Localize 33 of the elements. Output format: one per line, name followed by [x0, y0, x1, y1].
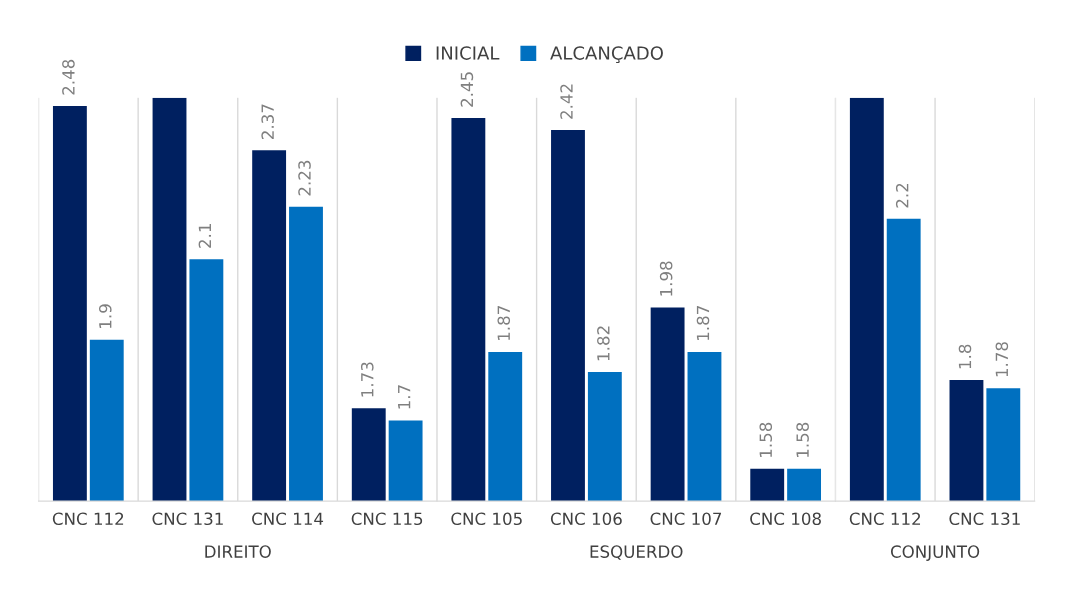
x-tick-label: CNC 131: [152, 512, 223, 526]
x-tick-label: CNC 108: [750, 512, 821, 526]
x-tick-label: CNC 112: [849, 512, 921, 526]
data-label: 2.42: [560, 84, 573, 119]
x-tick-label: CNC 105: [451, 512, 522, 526]
data-label: 2.48: [62, 59, 75, 95]
x-tick-label: CNC 131: [949, 512, 1020, 526]
data-label: 2.1: [198, 224, 211, 248]
legend-label: ALCANÇADO: [550, 46, 663, 64]
data-label: 1.82: [597, 326, 610, 361]
x-tick-label: CNC 112: [52, 512, 124, 526]
data-label: 1.8: [958, 344, 972, 369]
data-label: 2.23: [298, 160, 311, 196]
data-label: 1.78: [995, 342, 1009, 377]
x-tick-label: CNC 106: [550, 512, 622, 526]
data-label: 1.73: [360, 362, 374, 397]
x-axis-title: DIREITO: [205, 545, 271, 558]
data-label: 1.7: [398, 385, 411, 409]
x-axis-title: CONJUNTO: [890, 545, 980, 561]
x-axis-title: ESQUERDO: [590, 545, 683, 560]
legend-label: INICIAL: [436, 46, 500, 60]
x-tick-label: CNC 107: [650, 512, 722, 526]
data-label: 2.37: [261, 104, 274, 139]
data-label: 1.58: [759, 422, 773, 457]
data-label: 1.98: [659, 261, 673, 296]
data-label: 1.87: [696, 306, 710, 340]
data-label: 2.2: [895, 183, 909, 208]
data-label: 1.87: [497, 306, 511, 340]
x-tick-label: CNC 114: [252, 512, 324, 526]
x-tick-label: CNC 115: [351, 512, 423, 526]
data-label: 1.58: [796, 422, 809, 457]
data-label: 2.45: [460, 72, 474, 107]
data-label: 1.9: [98, 304, 112, 328]
